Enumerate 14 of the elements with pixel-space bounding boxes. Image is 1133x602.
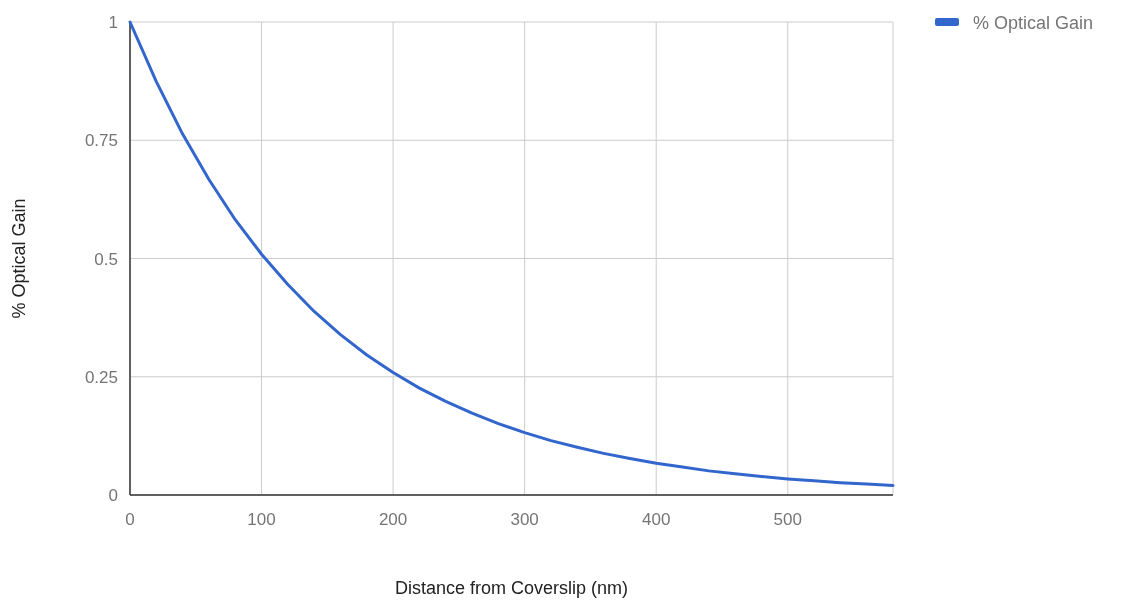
x-tick-label: 500	[773, 510, 802, 529]
x-axis-title: Distance from Coverslip (nm)	[394, 578, 629, 598]
x-tick-label: 0	[125, 510, 135, 529]
y-tick-label: 1	[108, 13, 118, 32]
x-tick-label: 100	[247, 510, 276, 529]
y-axis-title: % Optical Gain	[9, 198, 29, 319]
y-tick-label: 0	[108, 486, 118, 505]
x-tick-label: 400	[642, 510, 671, 529]
y-tick-label: 0.25	[84, 367, 118, 387]
x-tick-label: 300	[510, 510, 539, 529]
y-tick-label: 0.75	[84, 131, 118, 151]
legend-label: % Optical Gain	[973, 13, 1094, 33]
x-tick-label: 200	[378, 510, 408, 529]
y-tick-label: 0.5	[94, 249, 118, 269]
